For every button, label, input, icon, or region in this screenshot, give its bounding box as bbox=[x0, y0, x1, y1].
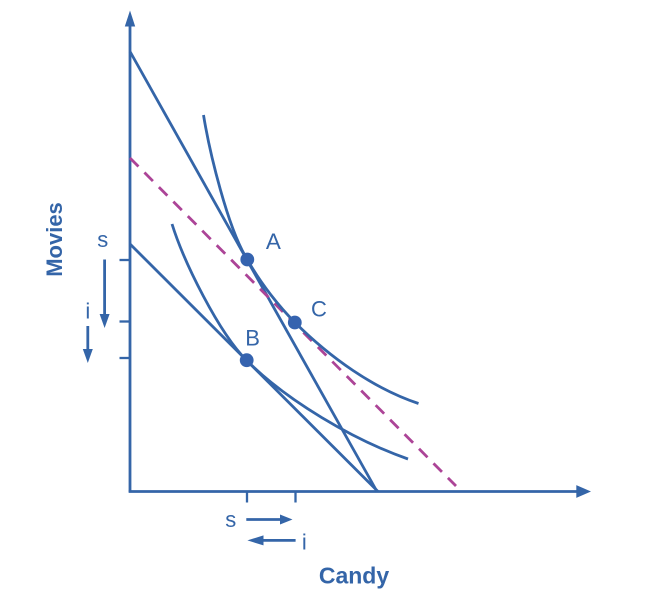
svg-text:C: C bbox=[311, 297, 327, 322]
svg-text:s: s bbox=[225, 507, 236, 532]
svg-text:A: A bbox=[266, 229, 281, 254]
svg-text:i: i bbox=[302, 530, 307, 555]
svg-text:i: i bbox=[85, 298, 90, 323]
svg-text:B: B bbox=[245, 326, 260, 351]
svg-text:s: s bbox=[97, 227, 108, 252]
svg-text:Candy: Candy bbox=[319, 563, 390, 589]
svg-text:Movies: Movies bbox=[42, 202, 67, 277]
